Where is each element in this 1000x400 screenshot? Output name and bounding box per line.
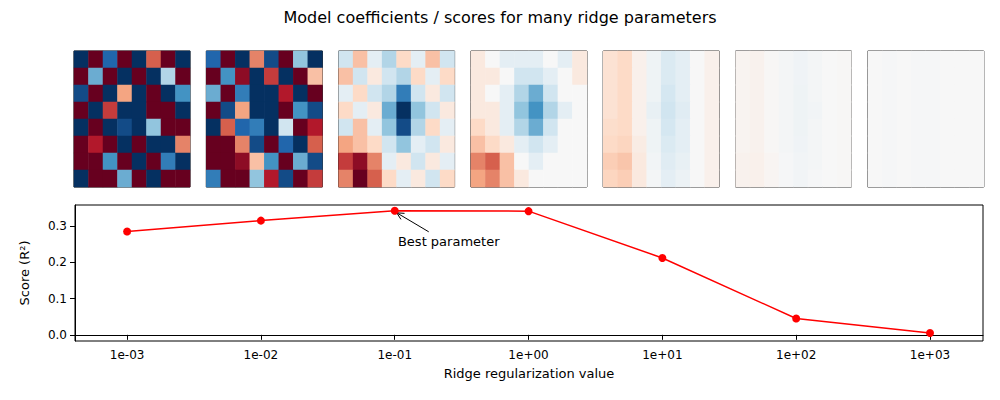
svg-text:1e+01: 1e+01 [642,348,682,362]
svg-text:Score (R²): Score (R²) [17,241,32,306]
svg-text:Ridge regularization value: Ridge regularization value [444,366,615,381]
svg-text:1e-02: 1e-02 [244,348,279,362]
svg-text:1e+00: 1e+00 [508,348,548,362]
svg-text:Model coefficients / scores fo: Model coefficients / scores for many rid… [283,8,716,27]
svg-text:1e+02: 1e+02 [776,348,816,362]
svg-text:0.3: 0.3 [48,219,67,233]
svg-text:Best parameter: Best parameter [398,234,500,249]
svg-text:0.1: 0.1 [48,292,67,306]
svg-text:0.0: 0.0 [48,328,67,342]
svg-text:1e-01: 1e-01 [377,348,412,362]
svg-text:1e+03: 1e+03 [910,348,950,362]
svg-text:1e-03: 1e-03 [110,348,145,362]
svg-text:0.2: 0.2 [48,255,67,269]
